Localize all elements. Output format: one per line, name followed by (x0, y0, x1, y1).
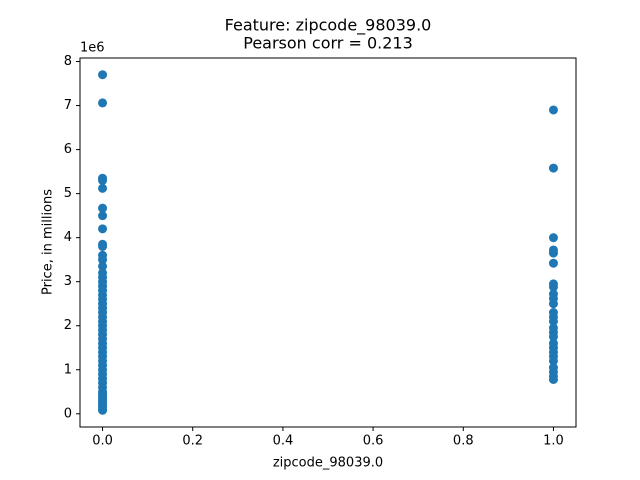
point (548, 316, 558, 326)
point (98, 224, 108, 234)
point (548, 258, 558, 268)
point (548, 299, 558, 309)
point (98, 405, 108, 415)
point (98, 211, 108, 221)
x-axis-label: zipcode_98039.0 (273, 456, 383, 471)
chart-subtitle: Pearson corr = 0.213 (243, 34, 413, 53)
point (98, 183, 108, 193)
y-tick-label: 7 (64, 98, 72, 113)
x-tick-label: 0.4 (273, 434, 294, 449)
x-tick-label: 0.2 (182, 434, 203, 449)
point (98, 255, 108, 265)
y-offset-label: 1e6 (80, 41, 105, 56)
y-tick-label: 1 (64, 362, 72, 377)
x-tick-label: 0.6 (363, 434, 384, 449)
point (548, 105, 558, 115)
x-tick-label: 0.0 (92, 434, 113, 449)
point (98, 175, 108, 185)
y-tick-label: 3 (64, 274, 72, 289)
x-tick-label: 0.8 (453, 434, 474, 449)
y-tick-label: 4 (64, 230, 72, 245)
point (548, 248, 558, 258)
point (548, 233, 558, 243)
point (98, 98, 108, 108)
y-tick-label: 2 (64, 318, 72, 333)
point (548, 374, 558, 384)
y-tick-label: 5 (64, 186, 72, 201)
y-axis-label: Price, in millions (41, 189, 56, 295)
point (548, 356, 558, 366)
plot-frame (79, 57, 577, 428)
y-tick-label: 6 (64, 142, 72, 157)
x-tick-label: 1.0 (543, 434, 564, 449)
y-tick-label: 8 (64, 54, 72, 69)
chart-title: Feature: zipcode_98039.0 (225, 16, 432, 36)
point (98, 241, 108, 251)
point (98, 261, 108, 271)
point (548, 163, 558, 173)
point (548, 332, 558, 342)
y-tick-label: 0 (64, 406, 72, 421)
point (98, 70, 108, 80)
point (98, 203, 108, 213)
point (548, 282, 558, 292)
